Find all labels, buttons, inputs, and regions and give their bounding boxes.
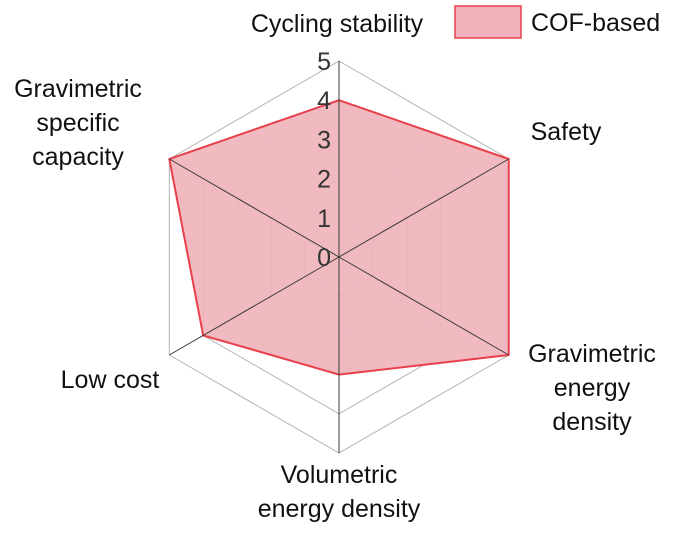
- legend-label-cof-based: COF-based: [531, 9, 660, 37]
- tick-label-3: 3: [317, 126, 331, 154]
- axis-spoke-1: [338, 158, 509, 258]
- tick-label-2: 2: [317, 166, 331, 194]
- axis-label-0: Cycling stability: [251, 10, 424, 38]
- tick-label-5: 5: [317, 48, 331, 76]
- legend: COF-based: [454, 5, 660, 39]
- axis-spoke-2: [338, 256, 509, 356]
- axis-spoke-5: [169, 158, 340, 258]
- axis-label-2: Gravimetric energy density: [528, 340, 656, 436]
- tick-label-4: 4: [317, 87, 331, 115]
- axis-label-4: Low cost: [61, 366, 160, 394]
- axis-spoke-4: [169, 256, 340, 356]
- tick-label-1: 1: [317, 205, 331, 233]
- spokes: [169, 61, 509, 453]
- tick-label-0: 0: [317, 244, 331, 272]
- legend-swatch-cof-based: [454, 5, 522, 39]
- axis-labels: Cycling stability Safety Gravimetric energy…: [14, 10, 656, 523]
- axis-label-3: Volumetric energy density: [258, 461, 421, 523]
- tick-labels: 0 1 2 3 4 5: [317, 48, 331, 272]
- axis-label-5: Gravimetric specific capacity: [14, 75, 142, 171]
- axis-label-1: Safety: [531, 118, 602, 146]
